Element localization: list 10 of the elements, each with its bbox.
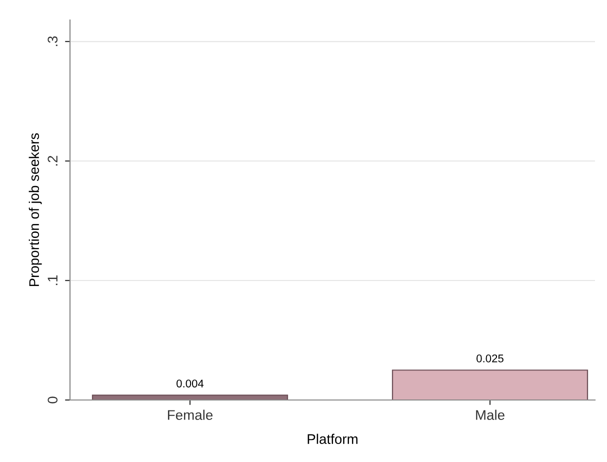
data-label: 0.025 xyxy=(476,354,504,362)
data-label: 0.004 xyxy=(176,380,204,388)
y-tick-label: .3 xyxy=(48,36,58,46)
x-axis-title: Platform xyxy=(308,434,358,444)
y-tick-label: 0 xyxy=(48,396,58,404)
y-tick-label: .1 xyxy=(48,275,58,286)
x-tick-label: Female xyxy=(168,410,213,420)
y-axis-title: Proportion of job seekers xyxy=(28,133,42,286)
y-tick-label: .2 xyxy=(48,156,58,166)
x-tick-label: Male xyxy=(476,410,504,420)
